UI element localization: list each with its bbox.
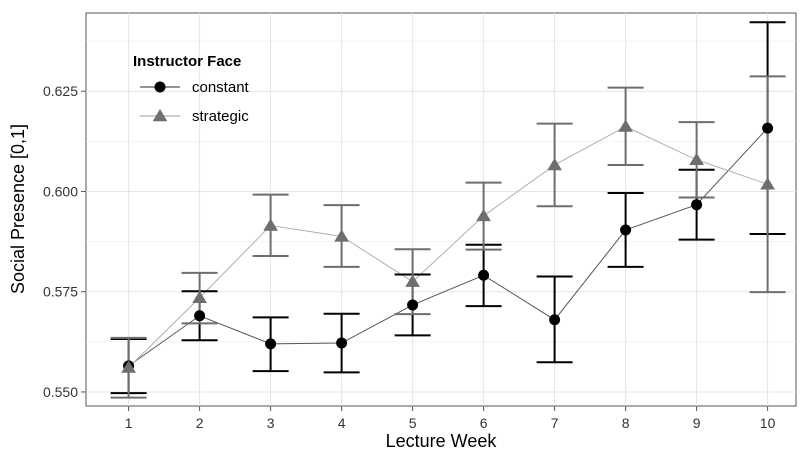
data-point — [263, 218, 278, 231]
data-point — [478, 269, 490, 281]
x-axis-title: Lecture Week — [386, 431, 498, 451]
x-tick-label: 2 — [196, 415, 204, 431]
plot-panel — [85, 12, 797, 407]
legend-item-strategic: strategic — [140, 108, 249, 125]
series-constant — [128, 127, 768, 367]
legend-label: strategic — [192, 108, 249, 125]
data-point — [760, 177, 775, 190]
legend-title: Instructor Face — [133, 53, 241, 70]
x-tick-label: 4 — [338, 415, 346, 431]
y-tick-label: 0.625 — [43, 83, 78, 99]
x-tick-label: 3 — [267, 415, 275, 431]
data-point — [762, 122, 774, 134]
legend-marker-icon — [154, 81, 166, 93]
legend: Instructor Face constant strategic — [133, 53, 250, 125]
data-point — [194, 310, 206, 322]
series-layer — [110, 21, 786, 399]
y-tick-label: 0.600 — [43, 183, 78, 199]
data-point — [547, 157, 562, 171]
data-point — [689, 152, 704, 166]
points-constant — [123, 122, 774, 372]
series-strategic — [128, 125, 768, 368]
y-tick-label: 0.550 — [43, 384, 78, 400]
legend-items: constant strategic — [140, 79, 250, 125]
series-line-constant — [128, 127, 768, 367]
series-line-strategic — [128, 125, 768, 368]
x-tick-label: 5 — [409, 415, 417, 431]
y-axis-title: Social Presence [0,1] — [8, 124, 28, 294]
data-point — [405, 274, 420, 287]
data-point — [407, 299, 419, 311]
x-tick-label: 9 — [693, 415, 701, 431]
data-point — [476, 208, 491, 222]
x-tick-label: 7 — [551, 415, 559, 431]
legend-marker-icon — [152, 109, 168, 122]
legend-item-constant: constant — [140, 79, 250, 96]
data-point — [121, 360, 136, 373]
legend-label: constant — [192, 79, 250, 96]
data-point — [334, 229, 349, 242]
data-point — [618, 119, 633, 132]
data-point — [336, 337, 348, 349]
axes: 0.550 0.575 0.600 0.625 1 2 3 4 5 6 7 8 9 10 — [43, 83, 776, 431]
data-point — [192, 290, 207, 303]
data-point — [620, 224, 632, 236]
points-strategic — [121, 119, 775, 373]
x-tick-label: 10 — [760, 415, 776, 431]
x-tick-label: 8 — [622, 415, 630, 431]
y-tick-label: 0.575 — [43, 284, 78, 300]
data-point — [549, 314, 561, 326]
data-point — [691, 199, 703, 211]
x-tick-label: 1 — [125, 415, 133, 431]
x-tick-label: 6 — [480, 415, 488, 431]
data-point — [265, 338, 277, 350]
